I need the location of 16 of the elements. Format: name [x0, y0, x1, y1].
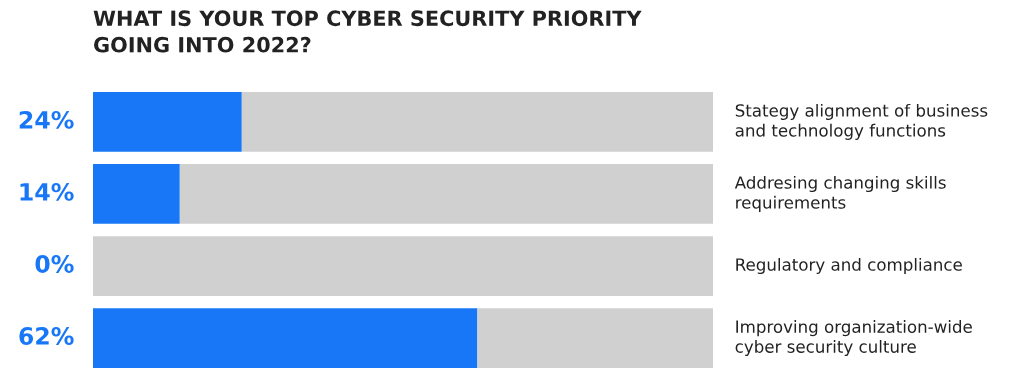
bar: [93, 164, 180, 224]
y-tick-label: Addresing changing skills requirements: [734, 175, 946, 212]
data-label: 0%: [35, 255, 74, 273]
data-label: 24%: [19, 110, 74, 129]
y-tick-label: Improving organization-wide cyber security culture: [735, 320, 972, 357]
y-tick-label: Regulatory and compliance: [736, 257, 962, 275]
data-label: 62%: [19, 327, 74, 345]
chart-title: WHAT IS YOUR TOP CYBER SECURITY PRIORITY GOING INTO 2022?: [93, 10, 642, 53]
bar: [241, 92, 713, 152]
bar: [179, 164, 713, 224]
bar: [93, 236, 713, 296]
bar: [93, 92, 242, 152]
bar: [477, 308, 713, 368]
data-label: 14%: [20, 182, 74, 201]
y-tick-label: Stategy alignment of business and technology functions: [735, 103, 988, 140]
bar: [93, 308, 478, 368]
